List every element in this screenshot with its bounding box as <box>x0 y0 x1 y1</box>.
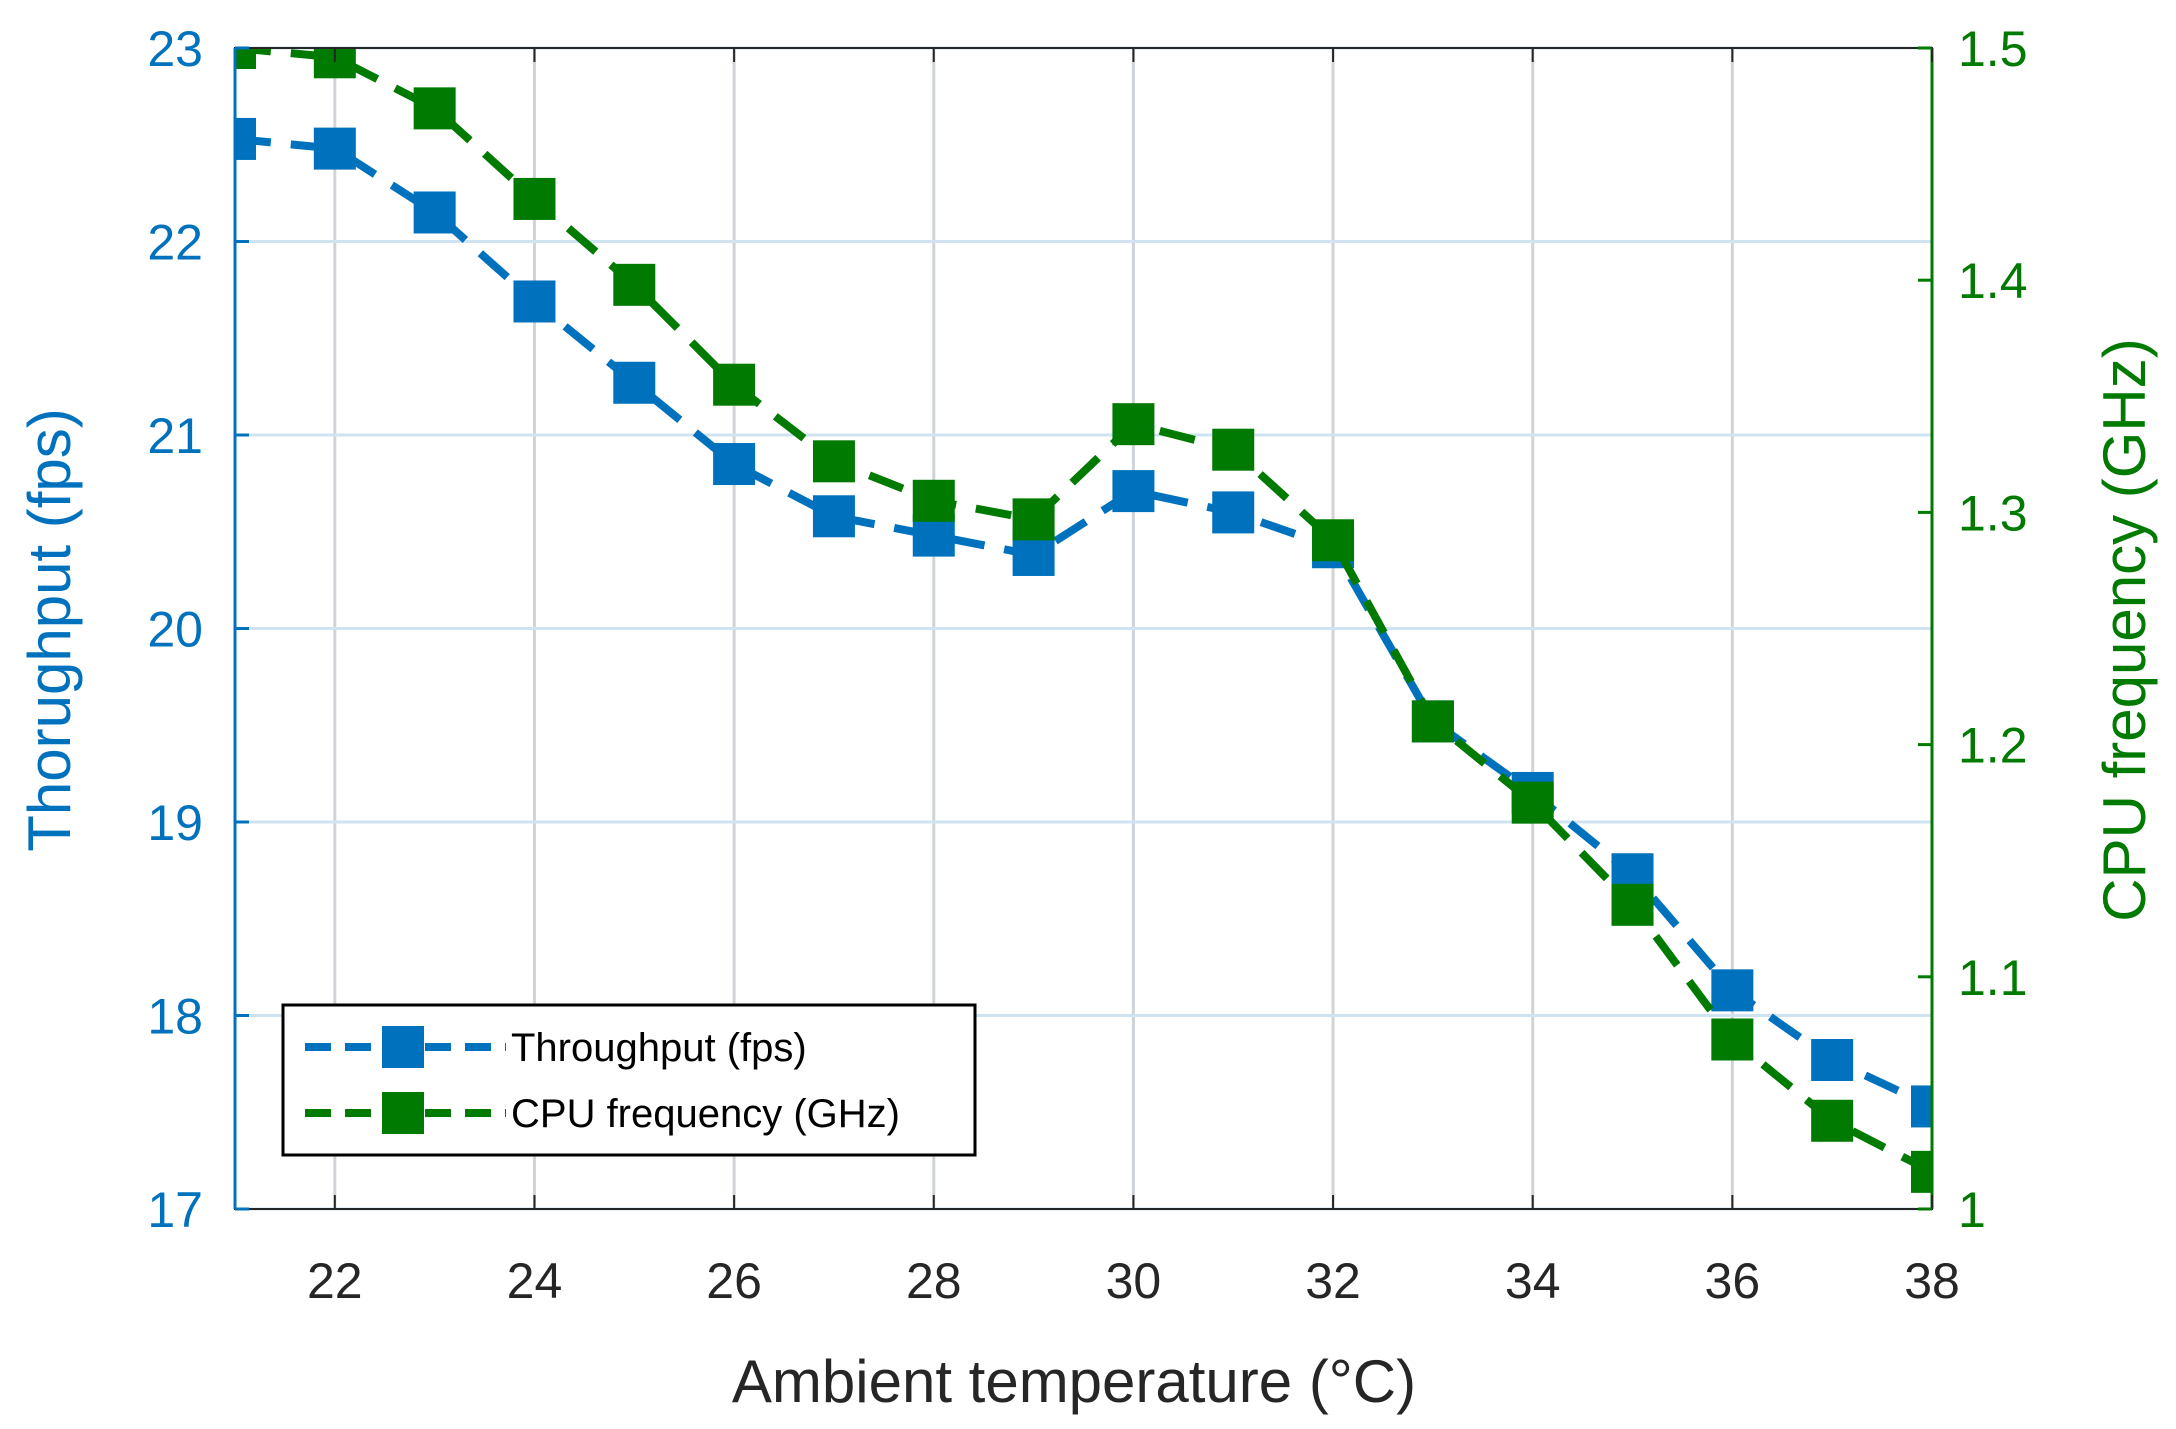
series-layer <box>235 48 1932 1193</box>
right-y-tick-label: 1.4 <box>1958 253 2028 309</box>
legend: Throughput (fps) CPU frequency (GHz) <box>281 1003 977 1157</box>
throughput-marker <box>1212 491 1255 534</box>
throughput-marker <box>613 361 656 404</box>
x-tick-label: 36 <box>1705 1253 1761 1309</box>
x-tick-label: 22 <box>307 1253 363 1309</box>
left-y-tick-label: 17 <box>147 1182 203 1238</box>
cpu-frequency-marker <box>1711 1018 1754 1061</box>
cpu-frequency-marker <box>1212 428 1255 471</box>
tick-labels: 22 24 26 28 30 32 34 36 38 17 18 19 20 21 22 23 1 1.1 1.2 1… <box>147 21 2027 1309</box>
cpu-frequency-marker <box>613 263 656 306</box>
x-tick-label: 26 <box>706 1253 762 1309</box>
throughput-marker <box>1911 1085 1932 1128</box>
throughput-marker <box>513 280 556 323</box>
throughput-marker <box>413 191 456 234</box>
x-tick-label: 38 <box>1904 1253 1960 1309</box>
cpu-frequency-marker <box>1012 498 1055 541</box>
right-y-tick-label: 1 <box>1958 1182 1986 1238</box>
cpu-frequency-marker <box>713 363 756 406</box>
throughput-marker <box>1811 1039 1854 1082</box>
throughput-marker <box>812 495 855 538</box>
legend-cpu-marker <box>382 1092 424 1134</box>
cpu-frequency-line <box>235 48 1932 1176</box>
x-tick-label: 32 <box>1305 1253 1361 1309</box>
left-y-tick-label: 20 <box>147 602 203 658</box>
ticks <box>235 46 1933 1211</box>
cpu-frequency-marker <box>1511 781 1554 824</box>
legend-throughput-marker <box>382 1026 424 1068</box>
x-axis-title: Ambient temperature (°C) <box>732 1348 1416 1415</box>
throughput-marker <box>713 443 756 486</box>
right-y-axis-title: CPU frequency (GHz) <box>2091 338 2158 921</box>
throughput-marker <box>1012 533 1055 576</box>
cpu-frequency-marker <box>1312 519 1355 562</box>
left-y-tick-label: 23 <box>147 21 203 77</box>
cpu-frequency-marker <box>1112 403 1155 446</box>
throughput-marker <box>1711 969 1754 1012</box>
left-y-tick-label: 21 <box>147 408 203 464</box>
left-y-axis-title: Thorughput (fps) <box>16 408 83 852</box>
right-y-tick-label: 1.2 <box>1958 718 2028 774</box>
right-y-tick-label: 1.1 <box>1958 950 2028 1006</box>
cpu-frequency-marker <box>1611 883 1654 926</box>
cpu-frequency-marker <box>1811 1099 1854 1142</box>
cpu-frequency-marker <box>812 440 855 483</box>
throughput-line <box>235 134 1932 1111</box>
right-y-tick-label: 1.5 <box>1958 21 2028 77</box>
cpu-frequency-marker <box>235 48 256 69</box>
left-y-tick-label: 19 <box>147 795 203 851</box>
cpu-frequency-marker <box>413 87 456 130</box>
x-tick-label: 24 <box>507 1253 563 1309</box>
left-y-tick-label: 22 <box>147 215 203 271</box>
legend-cpu-label: CPU frequency (GHz) <box>511 1092 900 1136</box>
throughput-marker <box>1112 470 1155 513</box>
x-tick-label: 28 <box>906 1253 962 1309</box>
cpu-frequency-marker <box>912 479 955 522</box>
throughput-marker <box>235 117 256 160</box>
throughput-marker <box>313 127 356 170</box>
cpu-frequency-marker <box>513 177 556 220</box>
cpu-frequency-marker <box>1411 700 1454 743</box>
x-tick-label: 30 <box>1106 1253 1162 1309</box>
x-tick-label: 34 <box>1505 1253 1561 1309</box>
cpu-frequency-series <box>235 48 1932 1193</box>
left-y-tick-label: 18 <box>147 989 203 1045</box>
cpu-frequency-marker <box>1911 1150 1932 1193</box>
legend-throughput-label: Throughput (fps) <box>511 1026 807 1070</box>
right-y-tick-label: 1.3 <box>1958 485 2028 541</box>
